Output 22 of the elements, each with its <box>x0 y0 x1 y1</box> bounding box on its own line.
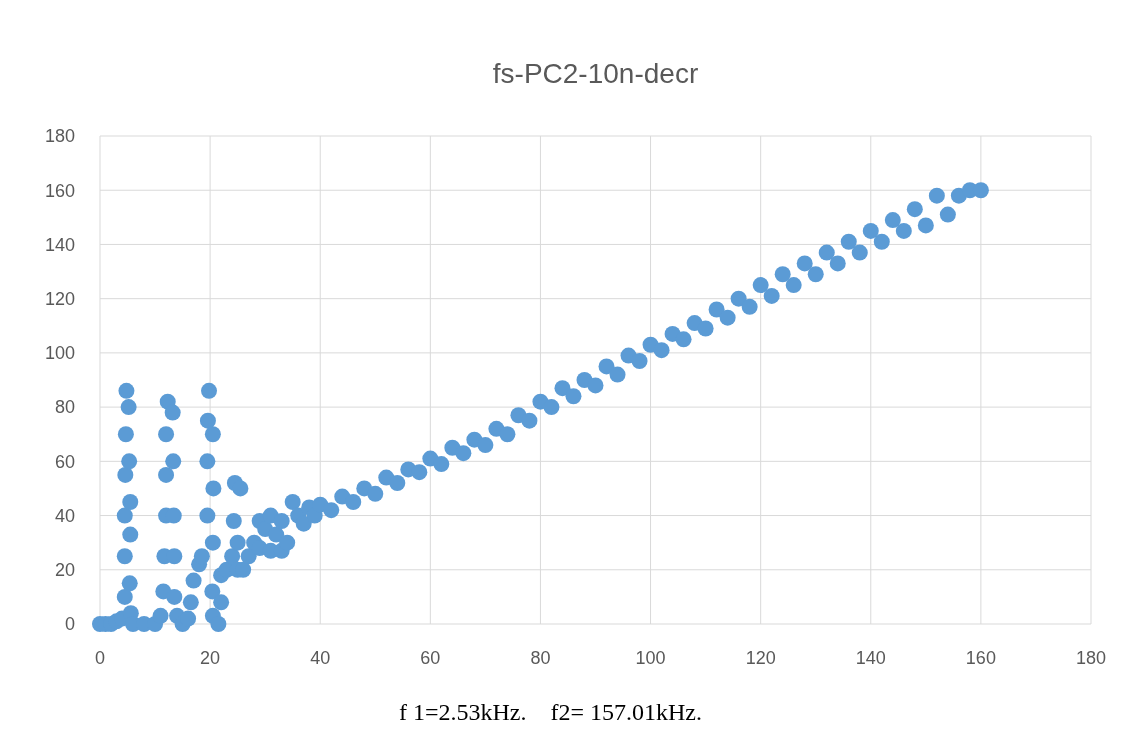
x-tick-label: 20 <box>200 648 221 668</box>
y-tick-label: 80 <box>54 397 75 418</box>
x-tick-label: 100 <box>635 648 666 668</box>
y-tick-label: 100 <box>44 343 75 364</box>
y-tick-label: 60 <box>54 451 75 472</box>
y-tick-label: 180 <box>44 126 75 147</box>
text: f 1=2.53kHz. f2= 157.01kHz. <box>398 699 703 725</box>
y-tick-label: 0 <box>64 614 75 635</box>
x-tick-label: 160 <box>965 648 996 668</box>
x-tick-label: 180 <box>1075 648 1107 668</box>
y-tick-label: 140 <box>44 234 75 255</box>
chart-title: fs-PC2-10n-decr <box>492 58 699 89</box>
y-tick-label: 160 <box>44 180 75 201</box>
y-tick-label: 20 <box>54 560 75 581</box>
x-tick-label: 80 <box>530 648 551 668</box>
x-tick-label: 120 <box>745 648 776 668</box>
x-tick-label: 60 <box>420 648 441 668</box>
x-tick-label: 0 <box>94 648 106 668</box>
x-tick-label: 40 <box>310 648 331 668</box>
y-tick-label: 40 <box>54 505 75 526</box>
x-tick-label: 140 <box>855 648 886 668</box>
y-tick-label: 120 <box>44 288 75 309</box>
